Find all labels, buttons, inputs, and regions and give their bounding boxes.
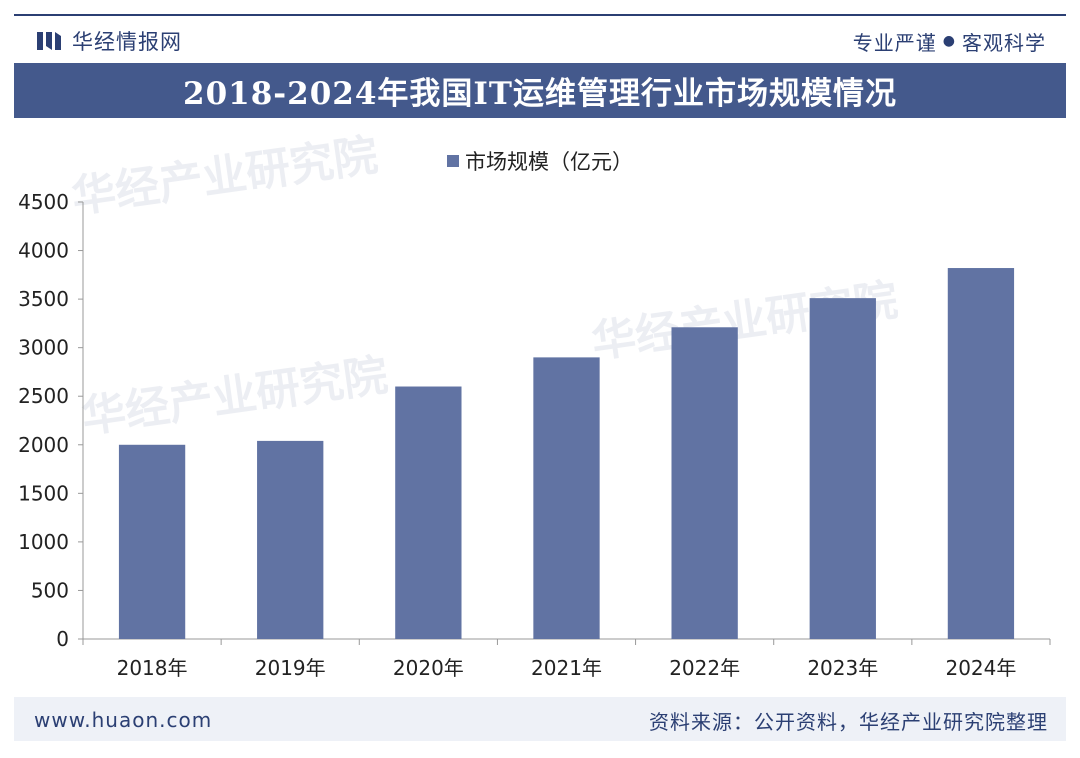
footer-band [14, 697, 1066, 741]
legend-swatch [447, 155, 459, 167]
x-tick-label: 2024年 [945, 656, 1016, 680]
brand-logo-icon [37, 32, 61, 50]
bullet-dot-icon: ● [942, 33, 956, 49]
slogan-left: 专业严谨 [852, 30, 937, 55]
site-url: www.huaon.com [34, 708, 213, 732]
legend-label: 市场规模（亿元） [465, 150, 633, 174]
x-tick-label: 2022年 [669, 656, 740, 680]
y-tick-label: 2000 [18, 433, 69, 457]
title-bar: 2018-2024年我国IT运维管理行业市场规模情况 [14, 63, 1066, 118]
y-tick-label: 500 [31, 578, 69, 602]
bar-chart: 0 500 1000 1500 2000 2500 3000 3500 4000 4500 2018… [18, 190, 1051, 680]
brand: 华经情报网 [36, 26, 182, 56]
x-tick-label: 2018年 [117, 656, 188, 680]
y-tick-label: 1000 [18, 530, 69, 554]
y-tick-label: 4000 [18, 239, 69, 263]
y-tick-label: 3000 [18, 336, 69, 360]
source-note: 资料来源：公开资料，华经产业研究院整理 [649, 709, 1048, 734]
x-tick-label: 2023年 [807, 656, 878, 680]
y-tick-label: 1500 [18, 481, 69, 505]
bar [809, 298, 876, 639]
slogan-right: 客观科学 [962, 30, 1046, 55]
chart-title: 2018-2024年我国IT运维管理行业市场规模情况 [183, 76, 897, 112]
legend: 市场规模（亿元） [0, 146, 1080, 176]
bar [533, 357, 600, 639]
y-tick-label: 2500 [18, 384, 69, 408]
bar [257, 440, 324, 639]
x-tick-label: 2020年 [393, 656, 464, 680]
top-rule [14, 14, 1066, 16]
y-tick-label: 3500 [18, 287, 69, 311]
y-tick-label: 0 [56, 627, 69, 651]
bar [118, 444, 186, 639]
bar [947, 268, 1015, 639]
bar [671, 327, 738, 639]
slogan: 专业严谨 ● 客观科学 [853, 26, 1046, 56]
x-tick-label: 2019年 [255, 656, 326, 680]
bar [395, 386, 462, 639]
y-tick-label: 4500 [18, 190, 69, 214]
x-tick-label: 2021年 [531, 656, 602, 680]
brand-name: 华经情报网 [72, 30, 182, 54]
